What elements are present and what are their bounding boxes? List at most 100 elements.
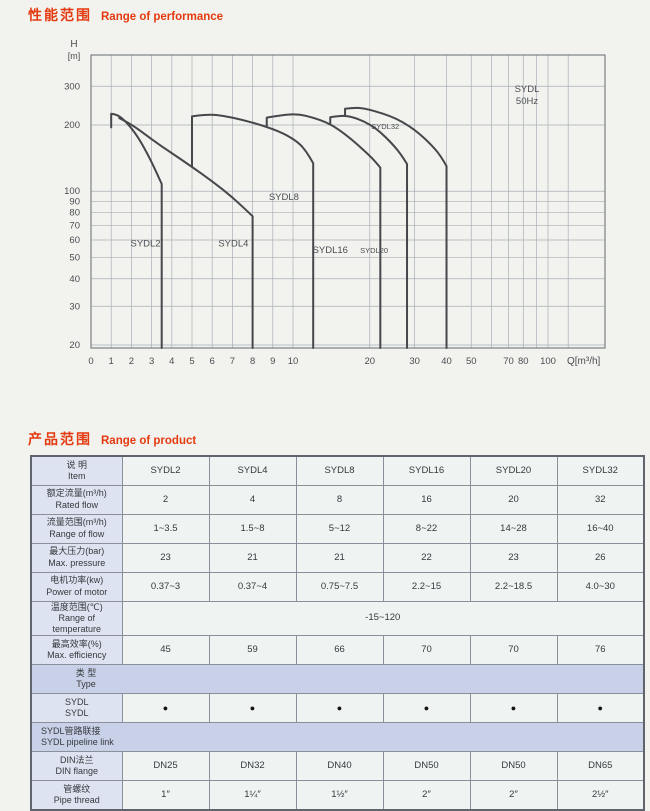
- x-tick-label: 1: [109, 356, 114, 367]
- row-label-en: Pipe thread: [53, 795, 100, 805]
- y-tick-label: 50: [69, 252, 80, 263]
- row-label-en: SYDL: [64, 708, 89, 719]
- value-cell: 1~3.5: [121, 513, 210, 544]
- row-label-cell: DIN法兰 DIN flange: [30, 751, 123, 782]
- row-label-cell: 电机功率(kw) Power of motor: [30, 571, 123, 602]
- value-cell: 2½″: [556, 780, 645, 811]
- x-tick-label: 9: [270, 356, 275, 367]
- product-title-zh: 产品范围: [28, 431, 92, 447]
- value-cell: 2″: [382, 780, 471, 811]
- envelope-curve-SYDL32: [344, 106, 448, 349]
- value-cell: 0.75~7.5: [295, 571, 384, 602]
- curve-label-SYDL8: SYDL8: [269, 192, 299, 203]
- value-cell: 4.0~30: [556, 571, 645, 602]
- chart-frame: [90, 54, 606, 349]
- x-tick-label: 50: [466, 356, 477, 367]
- value-cell: DN40: [295, 751, 384, 782]
- product-title-en: Range of product: [101, 435, 197, 447]
- envelope-curve-SYDL4: [118, 117, 254, 349]
- x-axis-title: Q[m³/h]: [567, 356, 601, 367]
- envelope-curve-SYDL2: [110, 112, 163, 349]
- row-label-zh: 温度范围(℃): [50, 601, 103, 612]
- x-tick-label: 70: [503, 356, 514, 367]
- model-header-cell-SYDL16: SYDL16: [382, 455, 471, 486]
- x-tick-label: 8: [250, 356, 255, 367]
- value-cell: DN50: [469, 751, 558, 782]
- row-label-en: Max. efficiency: [47, 650, 107, 661]
- y-tick-label: 60: [69, 235, 80, 246]
- table-row: 电机功率(kw) Power of motor 0.37~3 0.37~4 0.75~7…: [30, 571, 645, 602]
- x-tick-label: 80: [518, 356, 529, 367]
- x-tick-label: 30: [409, 356, 420, 367]
- row-label-zh: 流量范围(m³/h): [46, 517, 107, 528]
- section-label-zh: SYDL管路联接: [41, 726, 101, 736]
- x-tick-label: 6: [210, 356, 215, 367]
- performance-chart: 0 1 2 3 4 5 6 7 8 9 10 20 30 40 50 70 80 1002030405060708…: [64, 39, 606, 367]
- table-row: 流量范围(m³/h) Range of flow 1~3.5 1.5~8 5~12 8~2…: [30, 513, 645, 544]
- y-axis-title: H: [70, 39, 77, 50]
- y-tick-label: 70: [69, 220, 80, 231]
- span-value-cell: -15~120: [121, 600, 645, 637]
- row-label-en: Rated flow: [55, 499, 99, 510]
- model-header-cell-SYDL20: SYDL20: [469, 455, 558, 486]
- row-label-zh: 管螺纹: [63, 783, 91, 794]
- value-cell: 5~12: [295, 513, 384, 544]
- value-cell: 21: [295, 542, 384, 573]
- table-row: SYDL SYDL ● ● ● ● ● ●: [30, 693, 645, 724]
- value-cell: 8~22: [382, 513, 471, 544]
- curve-label-SYDL20: SYDL20: [360, 246, 388, 255]
- value-cell: 0.37~3: [121, 571, 210, 602]
- row-label-cell: 管螺纹 Pipe thread: [30, 780, 123, 811]
- x-tick-label: 3: [149, 356, 154, 367]
- value-cell: 21: [208, 542, 297, 573]
- table-row: 最高效率(%) Max. efficiency 45 59 66 70 70 76: [30, 635, 645, 666]
- table-header-row: 说 明 Item SYDL2 SYDL4 SYDL8 SYDL16 SYDL20 SYDL32: [30, 455, 645, 486]
- chart-text: 0 1 2 3 4 5 6 7 8 9 10 20 30 40 50 70 80 1002030405060708…: [64, 39, 600, 367]
- table-row: 类 型 Type: [30, 664, 645, 695]
- value-cell: 70: [382, 635, 471, 666]
- performance-section-title: 性能范围 Range of performance: [28, 5, 223, 25]
- chart-annotation: SYDL 50Hz: [482, 84, 572, 108]
- row-label-zh: DIN法兰: [60, 755, 94, 765]
- item-header-cell: 说 明 Item: [30, 455, 123, 486]
- value-cell: 14~28: [469, 513, 558, 544]
- table-row: 最大压力(bar) Max. pressure 23 21 21 22 23 26: [30, 542, 645, 573]
- section-label: SYDL管路联接 SYDL pipeline link: [34, 726, 641, 749]
- value-cell: DN50: [382, 751, 471, 782]
- y-tick-label: 90: [69, 196, 80, 207]
- value-cell: DN25: [121, 751, 210, 782]
- product-range-table: 说 明 Item SYDL2 SYDL4 SYDL8 SYDL16 SYDL20 SYDL32…: [30, 455, 645, 811]
- section-label: 类 型 Type: [34, 668, 138, 691]
- row-label-zh: 最大压力(bar): [49, 546, 105, 557]
- row-label-zh: 额定流量(m³/h): [46, 488, 107, 499]
- model-header-cell-SYDL8: SYDL8: [295, 455, 384, 486]
- dot-cell: ●: [382, 693, 471, 724]
- x-tick-label: 10: [288, 356, 299, 367]
- chart-curves: [110, 106, 448, 349]
- value-cell: 2″: [469, 780, 558, 811]
- value-cell: 0.37~4: [208, 571, 297, 602]
- x-tick-label: 4: [169, 356, 174, 367]
- section-label-en: SYDL pipeline link: [41, 737, 114, 748]
- dot-cell: ●: [556, 693, 645, 724]
- value-cell: 26: [556, 542, 645, 573]
- envelope-curve-SYDL16: [265, 113, 382, 349]
- value-cell: 59: [208, 635, 297, 666]
- curve-label-SYDL32: SYDL32: [371, 122, 399, 131]
- value-cell: 76: [556, 635, 645, 666]
- value-cell: 22: [382, 542, 471, 573]
- envelope-curve-SYDL20: [329, 114, 409, 349]
- value-cell: DN32: [208, 751, 297, 782]
- section-label-en: Type: [76, 679, 96, 690]
- section-label-zh: 类 型: [75, 668, 97, 678]
- value-cell: 8: [295, 484, 384, 515]
- value-cell: 66: [295, 635, 384, 666]
- row-label-cell: SYDL SYDL: [30, 693, 123, 724]
- y-tick-label: 200: [64, 120, 80, 131]
- model-header-cell-SYDL4: SYDL4: [208, 455, 297, 486]
- row-label-zh: 电机功率(kw): [50, 575, 104, 586]
- value-cell: 20: [469, 484, 558, 515]
- y-axis-title-unit: [m]: [68, 51, 81, 61]
- curve-label-SYDL4: SYDL4: [218, 238, 248, 249]
